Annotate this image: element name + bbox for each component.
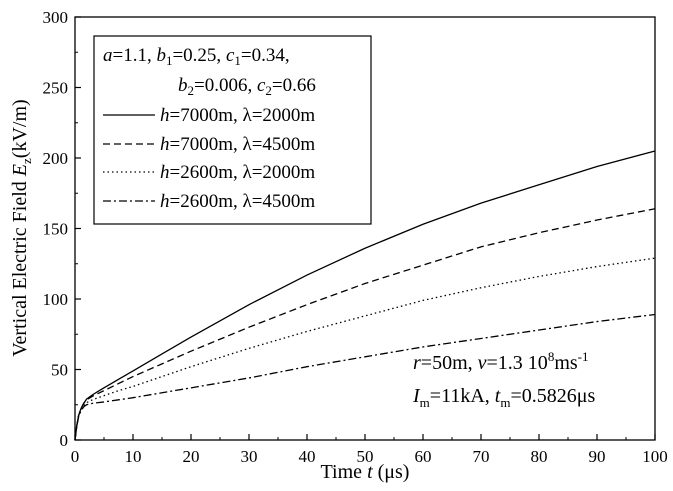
x-tick-label: 30 <box>241 447 258 466</box>
x-tick-label: 70 <box>473 447 490 466</box>
y-tick-label: 200 <box>43 149 69 168</box>
legend-label-3: h=2600m, λ=2000m <box>160 162 315 183</box>
annotation: r=50m, v=1.3 108ms-1 Im=11kA, tm=0.5826μ… <box>412 349 595 410</box>
series-line-2 <box>74 208 656 441</box>
legend: a=1.1, b1=0.25, c1=0.34, b2=0.006, c2=0.… <box>93 35 372 225</box>
legend-params-line-2: b2=0.006, c2=0.66 <box>178 75 316 98</box>
x-tick-label: 50 <box>357 447 374 466</box>
x-axis-ticks: 0 10 20 30 40 50 60 70 80 90 100 <box>71 434 668 466</box>
x-axis-title: Time t (μs) <box>321 461 410 483</box>
legend-box <box>93 35 372 225</box>
legend-label-4: h=2600m, λ=4500m <box>160 191 315 212</box>
y-axis-ticks: 0 50 100 150 200 250 300 <box>43 8 81 450</box>
y-tick-label: 0 <box>60 431 69 450</box>
series-line-4 <box>74 313 656 441</box>
x-tick-label: 60 <box>415 447 432 466</box>
x-tick-label: 20 <box>183 447 200 466</box>
x-tick-label: 90 <box>589 447 606 466</box>
x-tick-label: 40 <box>299 447 316 466</box>
x-tick-label: 80 <box>531 447 548 466</box>
y-tick-label: 150 <box>43 220 69 239</box>
series-layer <box>74 150 656 441</box>
annotation-line-1: r=50m, v=1.3 108ms-1 <box>413 349 589 374</box>
legend-entries: h=7000m, λ=2000m h=7000m, λ=4500m h=2600m,… <box>103 105 315 212</box>
legend-label-2: h=7000m, λ=4500m <box>160 134 315 155</box>
y-axis-title: Vertical Electric Field Ez(kV/m) <box>9 99 34 356</box>
x-tick-label: 10 <box>125 447 142 466</box>
x-tick-label: 100 <box>642 447 668 466</box>
y-tick-label: 100 <box>43 290 69 309</box>
x-tick-label: 0 <box>71 447 80 466</box>
y-tick-label: 50 <box>51 361 68 380</box>
annotation-line-2: Im=11kA, tm=0.5826μs <box>412 385 595 410</box>
legend-label-1: h=7000m, λ=2000m <box>160 105 315 126</box>
y-tick-label: 300 <box>43 8 69 27</box>
legend-params-line-1: a=1.1, b1=0.25, c1=0.34, <box>103 45 290 68</box>
y-tick-label: 250 <box>43 79 69 98</box>
